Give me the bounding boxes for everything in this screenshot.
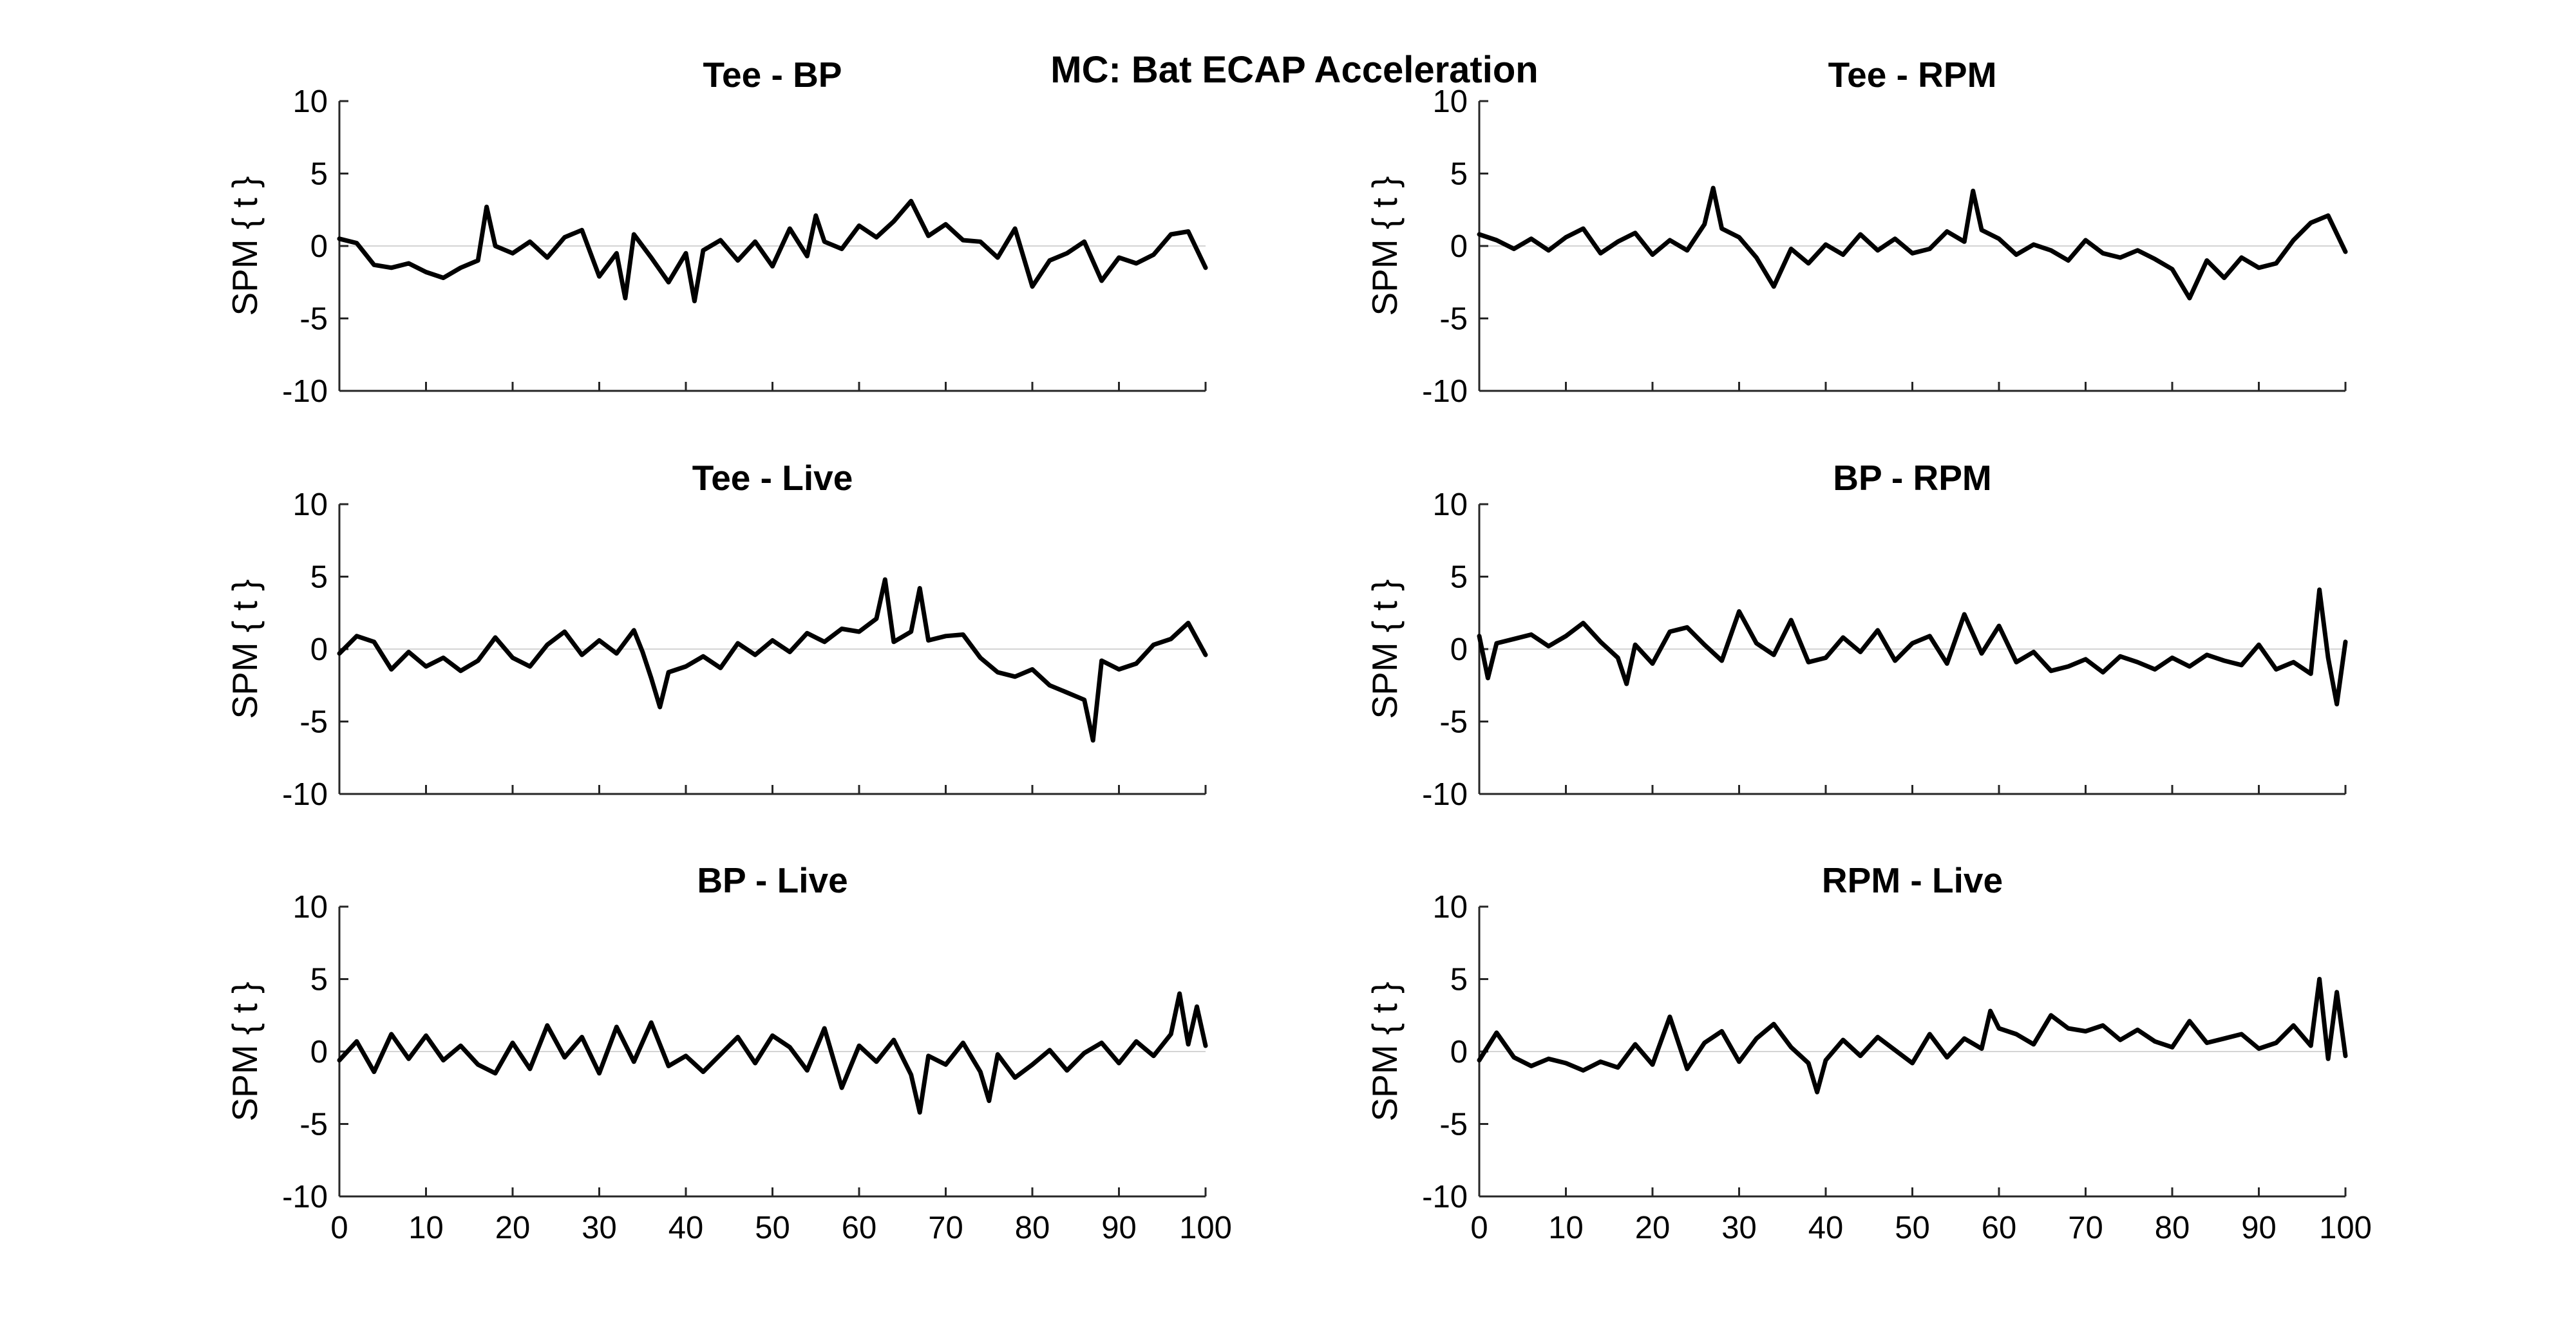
- plot-bp-rpm: 10 5 0 -5 -10 BP - RPM SPM { t }: [1365, 458, 2348, 812]
- rpm-live-xtick-label: 60: [1982, 1211, 2017, 1245]
- rpm-live-ytick-label: 0: [1450, 1035, 1468, 1070]
- tee-rpm-title: Tee - RPM: [1828, 55, 1997, 95]
- bp-live-xtick-label: 50: [755, 1211, 790, 1245]
- rpm-live-title: RPM - Live: [1822, 860, 2003, 900]
- bp-live-ytick-label: -10: [282, 1180, 328, 1214]
- bp-live-ylabel: SPM { t }: [225, 981, 265, 1121]
- plot-tee-live: 10 5 0 -5 -10 Tee - Live SPM { t }: [225, 458, 1208, 812]
- bp-live-xtick-label: 0: [330, 1211, 348, 1245]
- rpm-live-xtick-label: 10: [1548, 1211, 1584, 1245]
- tee-live-ytick-label: -10: [282, 777, 328, 812]
- tee-rpm-ytick-label: 5: [1450, 157, 1468, 192]
- bp-rpm-ytick-label: -5: [1439, 705, 1468, 740]
- plot-tee-bp: 10 5 0 -5 -10 Tee - BP SPM { t }: [225, 55, 1208, 409]
- rpm-live-series-line: [1477, 977, 2348, 1095]
- bp-rpm-ytick-label: -10: [1422, 777, 1468, 812]
- tee-rpm-ytick-label: 0: [1450, 229, 1468, 264]
- tee-bp-ytick-label: 10: [292, 84, 328, 119]
- rpm-live-xtick-label: 100: [2319, 1211, 2372, 1245]
- tee-rpm-ylabel: SPM { t }: [1365, 176, 1405, 316]
- tee-live-ytick-label: 10: [292, 487, 328, 522]
- bp-live-xtick-label: 80: [1015, 1211, 1050, 1245]
- tee-bp-series-line: [337, 198, 1208, 303]
- tee-live-ytick-label: -5: [299, 705, 328, 740]
- bp-live-ytick-label: -5: [299, 1108, 328, 1142]
- tee-live-ytick-label: 0: [310, 632, 328, 667]
- bp-rpm-series-line: [1477, 587, 2348, 706]
- bp-live-title: BP - Live: [697, 860, 848, 900]
- tee-bp-ytick-label: -10: [282, 374, 328, 409]
- bp-rpm-ytick-label: 5: [1450, 560, 1468, 595]
- rpm-live-xtick-label: 40: [1808, 1211, 1844, 1245]
- rpm-live-ylabel: SPM { t }: [1365, 981, 1405, 1121]
- rpm-live-xtick-label: 80: [2155, 1211, 2190, 1245]
- bp-live-xtick-label: 20: [495, 1211, 531, 1245]
- tee-bp-ytick-label: -5: [299, 302, 328, 337]
- bp-rpm-ytick-label: 10: [1432, 487, 1468, 522]
- rpm-live-ytick-label: -5: [1439, 1108, 1468, 1142]
- rpm-live-ytick-label: -10: [1422, 1180, 1468, 1214]
- tee-live-title: Tee - Live: [692, 458, 853, 498]
- rpm-live-xtick-label: 0: [1470, 1211, 1488, 1245]
- bp-live-series-line: [337, 991, 1208, 1115]
- tee-rpm-ytick-label: -10: [1422, 374, 1468, 409]
- tee-bp-ytick-label: 5: [310, 157, 328, 192]
- tee-bp-title: Tee - BP: [703, 55, 842, 95]
- bp-live-ytick-label: 10: [292, 890, 328, 925]
- bp-rpm-ytick-label: 0: [1450, 632, 1468, 667]
- bp-live-xtick-label: 40: [668, 1211, 704, 1245]
- tee-rpm-ytick-label: 10: [1432, 84, 1468, 119]
- tee-rpm-ytick-label: -5: [1439, 302, 1468, 337]
- rpm-live-ytick-label: 10: [1432, 890, 1468, 925]
- bp-rpm-ylabel: SPM { t }: [1365, 579, 1405, 719]
- bp-live-xtick-label: 10: [408, 1211, 444, 1245]
- rpm-live-xtick-label: 20: [1635, 1211, 1671, 1245]
- rpm-live-xtick-label: 50: [1895, 1211, 1930, 1245]
- rpm-live-xtick-label: 90: [2241, 1211, 2277, 1245]
- tee-bp-ytick-label: 0: [310, 229, 328, 264]
- bp-live-xtick-label: 30: [582, 1211, 617, 1245]
- tee-live-series-line: [337, 577, 1208, 743]
- plot-tee-rpm: 10 5 0 -5 -10 Tee - RPM SPM { t }: [1365, 55, 2348, 409]
- tee-live-ylabel: SPM { t }: [225, 579, 265, 719]
- bp-live-xtick-label: 100: [1179, 1211, 1232, 1245]
- tee-rpm-series-line: [1477, 185, 2348, 301]
- bp-live-xtick-label: 90: [1101, 1211, 1137, 1245]
- rpm-live-ytick-label: 5: [1450, 963, 1468, 997]
- figure-title: MC: Bat ECAP Acceleration: [1050, 49, 1538, 91]
- tee-bp-ylabel: SPM { t }: [225, 176, 265, 316]
- bp-live-xtick-label: 60: [842, 1211, 877, 1245]
- bp-live-ytick-label: 5: [310, 963, 328, 997]
- rpm-live-xtick-label: 30: [1721, 1211, 1757, 1245]
- tee-live-ytick-label: 5: [310, 560, 328, 595]
- bp-live-xtick-label: 70: [928, 1211, 963, 1245]
- rpm-live-xtick-label: 70: [2068, 1211, 2103, 1245]
- bp-rpm-title: BP - RPM: [1833, 458, 1992, 498]
- bp-live-ytick-label: 0: [310, 1035, 328, 1070]
